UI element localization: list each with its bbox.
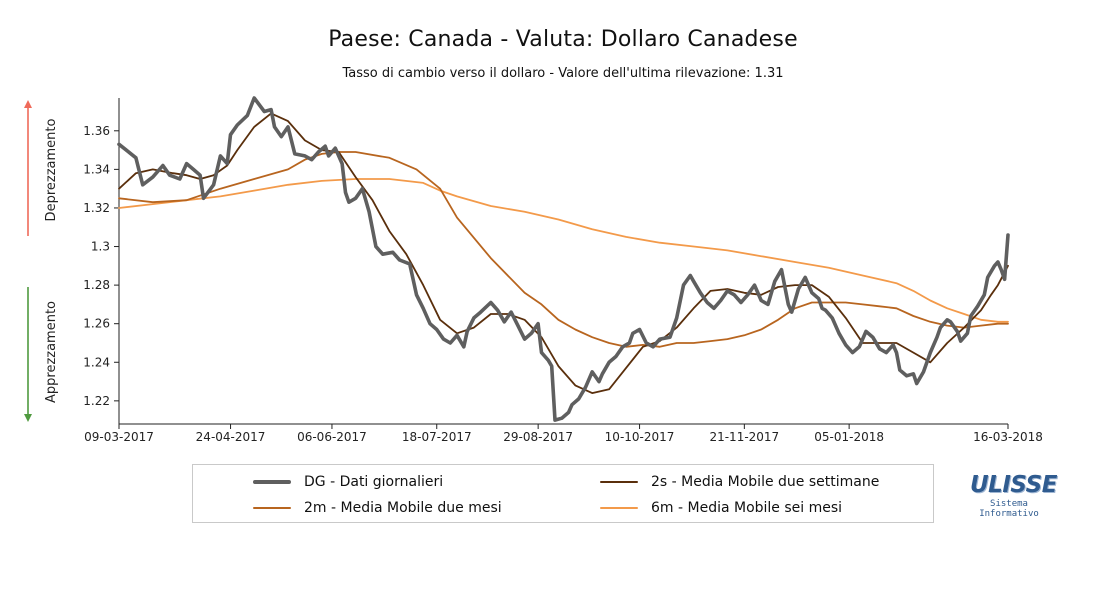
x-tick-label: 05-01-2018 <box>814 430 884 444</box>
ulisse-logo: ULISSE Sistema Informativo <box>970 472 1057 519</box>
legend-label-6m: 6m - Media Mobile sei mesi <box>651 500 843 516</box>
legend-item-2m: 2m - Media Mobile due mesi <box>253 500 502 516</box>
legend-label-dg: DG - Dati giornalieri <box>304 474 444 490</box>
depreciation-label: Deprezzamento <box>44 119 59 222</box>
x-tick-label: 06-06-2017 <box>297 430 367 444</box>
chart-title: Paese: Canada - Valuta: Dollaro Canadese <box>328 27 798 52</box>
legend-item-2s: 2s - Media Mobile due settimane <box>600 474 879 490</box>
logo-subtitle: Sistema Informativo <box>970 499 1048 519</box>
y-tick-label: 1.22 <box>83 394 110 408</box>
exchange-rate-chart: Deprezzamento Apprezzamento 1.22 1.24 1.26… <box>24 96 1043 444</box>
logo-subtitle-line1: Sistema <box>990 499 1028 509</box>
y-tick-label: 1.34 <box>83 162 110 176</box>
legend-label-2m: 2m - Media Mobile due mesi <box>304 500 502 516</box>
x-tick-label: 09-03-2017 <box>84 430 154 444</box>
legend-label-2s: 2s - Media Mobile due settimane <box>651 474 880 490</box>
x-tick-label: 10-10-2017 <box>605 430 675 444</box>
legend-swatch-dg <box>253 480 291 484</box>
x-tick-label: 24-04-2017 <box>196 430 266 444</box>
x-tick-label: 18-07-2017 <box>402 430 472 444</box>
chart-axes: 1.22 1.24 1.26 1.28 1.3 1.32 1.34 1.36 09-03-201… <box>83 98 1043 444</box>
legend-item-6m: 6m - Media Mobile sei mesi <box>600 500 842 516</box>
y-tick-label: 1.24 <box>83 355 110 369</box>
logo-subtitle-line2: Informativo <box>979 509 1039 519</box>
x-tick-label: 29-08-2017 <box>503 430 573 444</box>
y-tick-label: 1.28 <box>83 278 110 292</box>
legend-item-dg: DG - Dati giornalieri <box>253 474 443 490</box>
appreciation-label: Apprezzamento <box>44 301 59 403</box>
legend-swatch-2s <box>600 481 638 483</box>
chart-legend: DG - Dati giornalieri 2s - Media Mobile … <box>192 464 934 523</box>
y-tick-label: 1.26 <box>83 317 110 331</box>
series-line-s2 <box>118 112 1009 394</box>
chart-series <box>117 96 1010 422</box>
logo-wordmark: ULISSE <box>970 472 1057 498</box>
chart-subtitle: Tasso di cambio verso il dollaro - Valor… <box>342 66 784 81</box>
y-tick-label: 1.32 <box>83 201 110 215</box>
x-tick-label: 16-03-2018 <box>973 430 1043 444</box>
legend-swatch-6m <box>600 507 638 509</box>
series-line-m6 <box>118 178 1009 323</box>
series-line-dg <box>117 96 1010 422</box>
series-line-m2 <box>118 151 1009 348</box>
y-tick-label: 1.3 <box>91 240 110 254</box>
legend-swatch-2m <box>253 507 291 509</box>
y-tick-label: 1.36 <box>83 124 110 138</box>
x-tick-label: 21-11-2017 <box>709 430 779 444</box>
